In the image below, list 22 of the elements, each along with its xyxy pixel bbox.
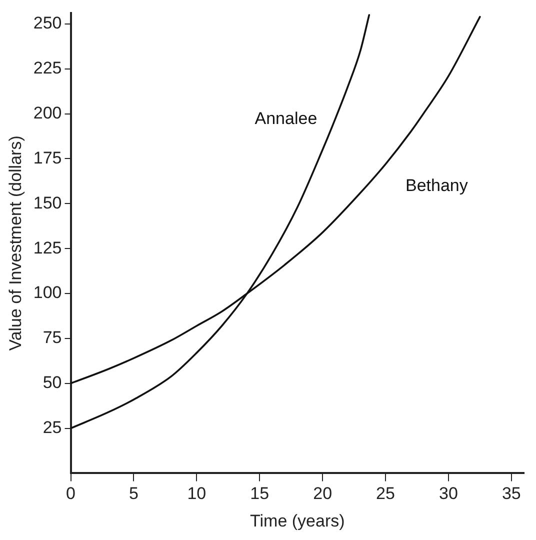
y-tick-label: 250	[33, 14, 62, 33]
series-label: Bethany	[406, 176, 468, 195]
y-tick-label: 25	[42, 418, 62, 437]
y-tick-label: 200	[33, 104, 62, 123]
x-tick-label: 15	[250, 484, 270, 504]
x-tick-label: 30	[439, 484, 458, 504]
y-axis-title: Value of Investment (dollars)	[6, 136, 25, 351]
y-tick-label: 150	[33, 193, 62, 212]
series-label: Annalee	[254, 108, 318, 128]
y-tick-label: 225	[33, 58, 62, 78]
y-tick-label: 50	[42, 373, 62, 392]
x-tick-label: 25	[376, 484, 395, 504]
y-tick-label: 100	[33, 283, 62, 302]
x-tick-label: 5	[128, 484, 138, 504]
x-tick-label: 0	[66, 484, 76, 504]
x-tick-label: 10	[187, 484, 206, 504]
x-tick-label: 20	[313, 484, 332, 504]
x-tick-label: 35	[502, 484, 521, 504]
x-axis-title: Time (years)	[250, 511, 345, 530]
y-tick-label: 125	[33, 238, 62, 258]
y-tick-label: 75	[42, 328, 62, 348]
y-tick-label: 175	[33, 148, 62, 168]
